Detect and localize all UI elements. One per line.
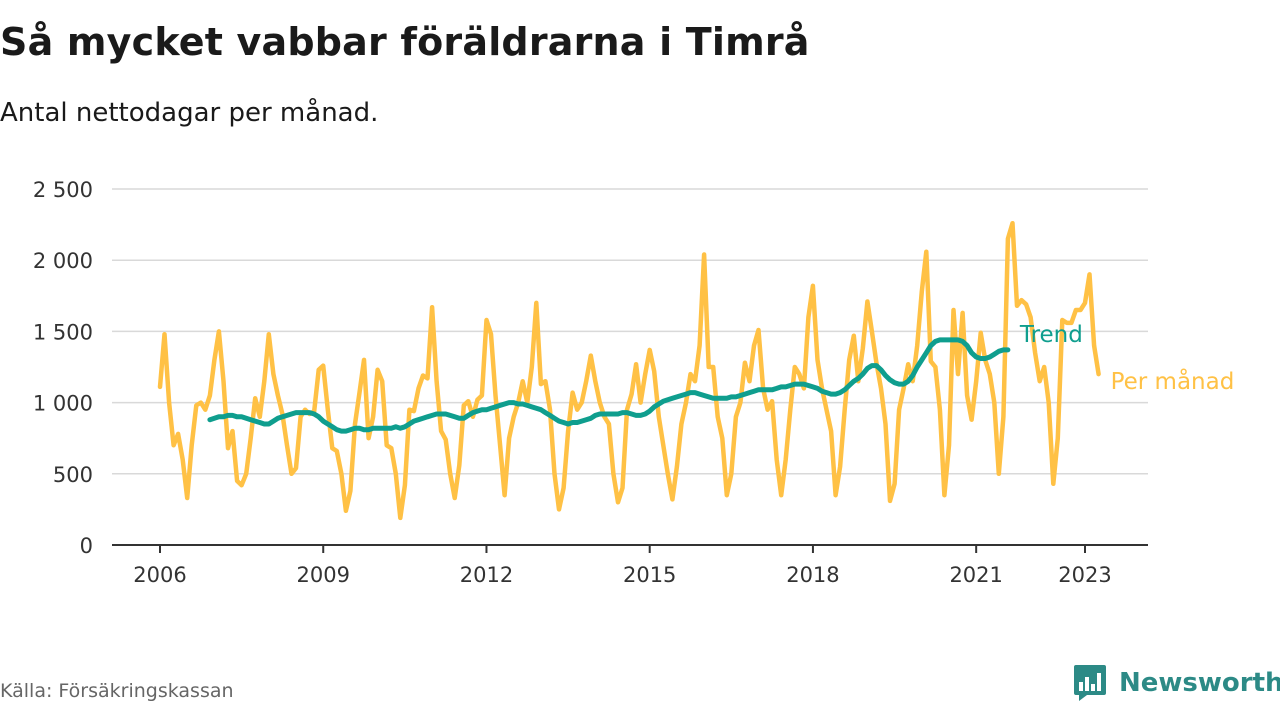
y-tick-label: 0 (80, 534, 93, 558)
x-tick-label: 2018 (786, 563, 839, 587)
x-tick-label: 2021 (949, 563, 1002, 587)
series-label-monthly: Per månad (1111, 367, 1235, 395)
y-tick-label: 2 000 (33, 249, 93, 273)
series-label-trend: Trend (1019, 322, 1083, 348)
y-tick-label: 2 500 (33, 178, 93, 202)
series-labels: Per månad Trend (1019, 322, 1234, 395)
brand-logo[interactable]: Newsworthy (1073, 664, 1280, 702)
bar-chart-speech-bubble-icon (1074, 665, 1106, 701)
x-tick-label: 2006 (133, 563, 186, 587)
x-tick-label: 2012 (460, 563, 513, 587)
x-axis: 2006 2009 2012 2015 2018 2021 2023 (112, 544, 1148, 587)
y-tick-label: 1 000 (33, 392, 93, 416)
series-line-monthly (157, 220, 1101, 521)
x-tick-label: 2023 (1058, 563, 1111, 587)
y-tick-label: 1 500 (33, 320, 93, 344)
x-tick-label: 2015 (623, 563, 676, 587)
source-note: Källa: Försäkringskassan (0, 680, 234, 702)
brand-name: Newsworthy (1119, 668, 1280, 698)
series-line-trend (207, 337, 1011, 434)
x-tick-label: 2009 (297, 563, 350, 587)
y-axis-ticks: 0 500 1 000 1 500 2 000 2 500 (33, 178, 93, 558)
chart-subtitle: Antal nettodagar per månad. (0, 98, 379, 128)
y-tick-label: 500 (53, 463, 93, 487)
chart-title: Så mycket vabbar föräldrarna i Timrå (0, 20, 810, 64)
series-lines (157, 220, 1101, 521)
y-gridlines (112, 188, 1148, 475)
